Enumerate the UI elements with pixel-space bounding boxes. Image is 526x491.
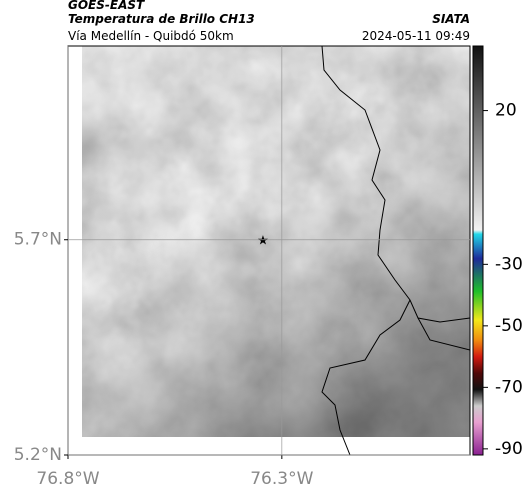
y-tick-label: 5.7°N	[14, 230, 62, 250]
x-tick-label: 76.3°W	[250, 469, 313, 489]
x-tick-label: 76.8°W	[36, 469, 99, 489]
boundary	[417, 317, 470, 351]
colorbar	[472, 45, 484, 456]
y-tick-label: 5.2°N	[14, 445, 62, 465]
location-marker: ★	[257, 234, 269, 249]
subtitle: Vía Medellín - Quibdó 50km	[68, 29, 234, 43]
colorbar-tick-label: -30	[495, 254, 523, 274]
image-shading	[82, 46, 470, 437]
map-area: ★	[82, 46, 470, 455]
colorbar-tick-label: -50	[495, 316, 523, 336]
source: GOES-EAST	[68, 0, 145, 12]
agency: SIATA	[432, 12, 470, 26]
title: Temperatura de Brillo CH13	[68, 12, 255, 26]
boundary	[321, 299, 411, 455]
colorbar-tick-label: -70	[495, 377, 523, 397]
colorbar-tick-label: -90	[495, 439, 523, 459]
boundary	[321, 46, 470, 323]
datetime: 2024-05-11 09:49	[362, 29, 470, 43]
colorbar-tick-label: 20	[495, 101, 517, 121]
